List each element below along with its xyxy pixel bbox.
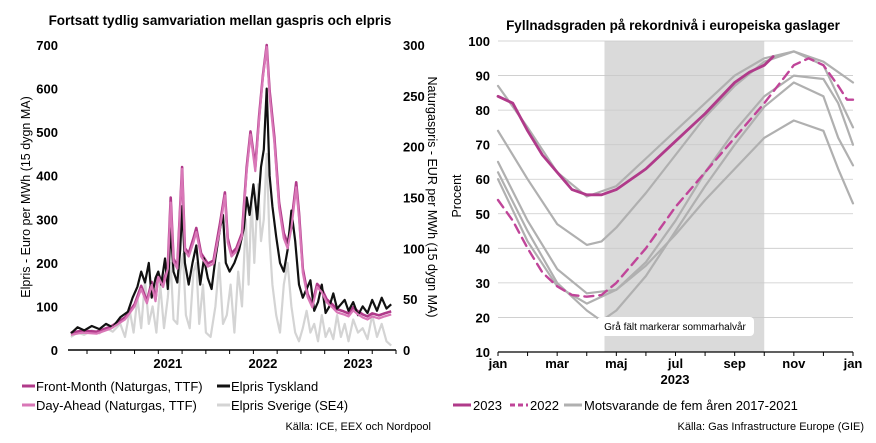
chart1-y2tick-label: 0 xyxy=(403,343,410,358)
chart1-y2tick-label: 100 xyxy=(403,241,425,256)
chart1-y2tick-label: 250 xyxy=(403,89,425,104)
chart2-ytick-label: 20 xyxy=(476,310,490,325)
chart1-title: Fortsatt tydlig samvariation mellan gasp… xyxy=(49,13,392,28)
chart1-ytick-label: 700 xyxy=(36,38,58,53)
chart1-ytick-label: 200 xyxy=(36,256,58,271)
chart2-xtick-label: jul xyxy=(667,356,683,371)
chart2-annotation-box xyxy=(597,317,754,336)
chart1-legend-label: Elpris Sverige (SE4) xyxy=(231,398,348,413)
chart2-series-line xyxy=(496,74,855,295)
chart2-ytick-label: 10 xyxy=(476,345,490,360)
chart1-xtick-label: 2023 xyxy=(344,356,373,371)
chart1-ytick-label: 600 xyxy=(36,82,58,97)
chart1-y2tick-label: 200 xyxy=(403,140,425,155)
chart1-y2tick-label: 50 xyxy=(403,292,417,307)
chart1-legend-label: Elpris Tyskland xyxy=(231,379,318,394)
chart1-y2label: Naturgaspris - EUR per MWh (15 dygn MA) xyxy=(425,76,439,317)
chart2-annotation: Grå fält markerar sommarhalvår xyxy=(604,321,746,333)
chart2-ytick-label: 50 xyxy=(476,207,490,222)
chart2-xtick-label: maj xyxy=(605,356,627,371)
chart2-ytick-label: 30 xyxy=(476,276,490,291)
chart2-source: Källa: Gas Infrastructure Europe (GIE) xyxy=(678,421,864,433)
chart2-xtick-label: jan xyxy=(488,356,508,371)
chart2-xtick-label: sep xyxy=(723,356,745,371)
chart2-legend-label: 2023 xyxy=(473,398,502,413)
chart2-legend-label: 2022 xyxy=(530,398,559,413)
chart1-y2tick-label: 300 xyxy=(403,38,425,53)
chart1-xtick-label: 2022 xyxy=(248,356,277,371)
chart1-y2tick-label: 150 xyxy=(403,191,425,206)
chart1-ytick-label: 300 xyxy=(36,212,58,227)
chart2-series-line xyxy=(496,55,775,197)
chart2-legend-label: Motsvarande de fem åren 2017-2021 xyxy=(584,398,798,413)
chart2-ytick-label: 40 xyxy=(476,241,490,256)
chart1-legend-label: Day-Ahead (Naturgas, TTF) xyxy=(36,398,197,413)
chart2-ytick-label: 80 xyxy=(476,103,490,118)
chart2-title: Fyllnadsgraden på rekordnivå i europeisk… xyxy=(506,18,841,33)
chart1-ytick-label: 100 xyxy=(36,299,58,314)
chart2-xlabel: 2023 xyxy=(661,372,690,387)
chart2-ytick-label: 90 xyxy=(476,69,490,84)
chart1-series-line xyxy=(70,152,392,347)
chart1-ylabel: Elpris - Euro per MWh (15 dygn MA) xyxy=(19,96,33,297)
chart2-series-line xyxy=(496,57,855,298)
chart1-ytick-label: 500 xyxy=(36,125,58,140)
chart2-xtick-label: nov xyxy=(782,356,806,371)
chart1-source: Källa: ICE, EEX och Nordpool xyxy=(285,421,431,433)
chart2-ytick-label: 60 xyxy=(476,172,490,187)
chart2-ytick-label: 100 xyxy=(468,34,490,49)
chart2-xtick-label: mar xyxy=(545,356,569,371)
chart2-xtick-label: jan xyxy=(843,356,863,371)
chart2-ytick-label: 70 xyxy=(476,138,490,153)
chart1-legend-label: Front-Month (Naturgas, TTF) xyxy=(36,379,203,394)
chart2-ylabel: Procent xyxy=(450,174,464,218)
chart1-xtick-label: 2021 xyxy=(153,356,182,371)
chart1-ytick-label: 0 xyxy=(51,343,58,358)
chart1-ytick-label: 400 xyxy=(36,169,58,184)
chart1-series-line xyxy=(70,87,392,335)
chart1-series-line xyxy=(70,45,392,336)
chart2-summer-shade xyxy=(604,41,765,352)
